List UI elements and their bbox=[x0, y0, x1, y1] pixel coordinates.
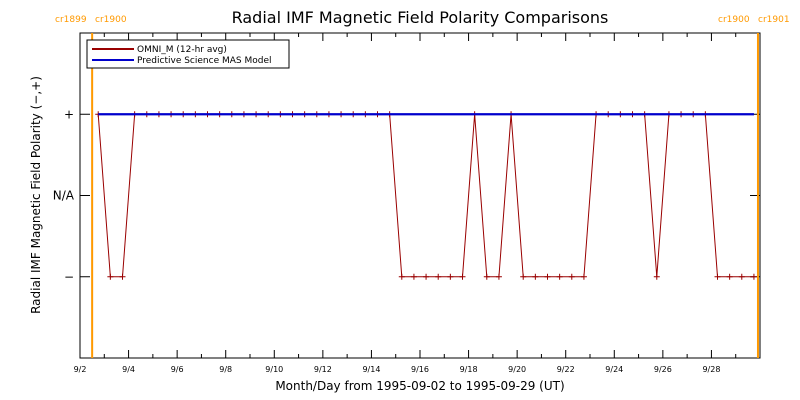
data-point bbox=[423, 273, 430, 280]
data-point bbox=[410, 273, 417, 280]
y-tick-label: N/A bbox=[53, 189, 75, 203]
data-point bbox=[580, 273, 587, 280]
y-tick-label: + bbox=[64, 107, 74, 121]
data-point bbox=[726, 273, 733, 280]
x-axis-title: Month/Day from 1995-09-02 to 1995-09-29 … bbox=[275, 379, 564, 393]
x-tick-label: 9/16 bbox=[411, 365, 429, 374]
x-tick-label: 9/8 bbox=[219, 365, 232, 374]
legend-label-omni: OMNI_M (12-hr avg) bbox=[137, 45, 227, 55]
data-point bbox=[653, 273, 660, 280]
x-tick-label: 9/6 bbox=[171, 365, 184, 374]
data-point bbox=[544, 273, 551, 280]
axes-layer: 9/2 9/4 9/6 9/8 9/10 9/12 9/14 9/16 9/18 9/20 9/22… bbox=[53, 32, 761, 374]
x-tick-label: 9/2 bbox=[74, 365, 87, 374]
cr-marker-1-left-label: cr1899 bbox=[55, 15, 87, 25]
x-tick-label: 9/12 bbox=[314, 365, 332, 374]
data-point bbox=[532, 273, 539, 280]
x-tick-label: 9/28 bbox=[702, 365, 720, 374]
series-layer bbox=[95, 111, 757, 280]
x-tick-label: 9/20 bbox=[508, 365, 526, 374]
data-point bbox=[556, 273, 563, 280]
cr-marker-2-right-label: cr1901 bbox=[758, 15, 790, 25]
y-tick-label: − bbox=[64, 270, 74, 284]
legend-box bbox=[86, 39, 290, 69]
data-point bbox=[520, 273, 527, 280]
data-point bbox=[119, 273, 126, 280]
carrington-markers bbox=[91, 33, 759, 358]
cr-marker-2-left-label: cr1900 bbox=[718, 15, 750, 25]
plot-frame bbox=[79, 32, 761, 359]
series-line bbox=[97, 113, 754, 278]
data-point bbox=[750, 273, 757, 280]
legend: OMNI_M (12-hr avg) Predictive Science MA… bbox=[86, 39, 290, 69]
x-tick-label: 9/22 bbox=[557, 365, 575, 374]
data-point bbox=[483, 273, 490, 280]
x-tick-label: 9/4 bbox=[122, 365, 135, 374]
x-tick-label: 9/18 bbox=[460, 365, 478, 374]
data-point bbox=[568, 273, 575, 280]
legend-label-mas: Predictive Science MAS Model bbox=[137, 56, 272, 66]
data-point bbox=[459, 273, 466, 280]
data-point bbox=[714, 273, 721, 280]
x-tick-label: 9/14 bbox=[362, 365, 380, 374]
x-tick-label: 9/10 bbox=[265, 365, 283, 374]
x-tick-label: 9/26 bbox=[654, 365, 672, 374]
chart-title: Radial IMF Magnetic Field Polarity Compa… bbox=[232, 8, 609, 27]
cr-marker-1-right-label: cr1900 bbox=[95, 15, 127, 25]
data-point bbox=[435, 273, 442, 280]
data-point bbox=[107, 273, 114, 280]
data-point bbox=[447, 273, 454, 280]
data-point bbox=[495, 273, 502, 280]
data-point bbox=[398, 273, 405, 280]
x-tick-label: 9/24 bbox=[605, 365, 623, 374]
data-point bbox=[738, 273, 745, 280]
y-axis-title: Radial IMF Magnetic Field Polarity (−,+) bbox=[29, 76, 43, 314]
